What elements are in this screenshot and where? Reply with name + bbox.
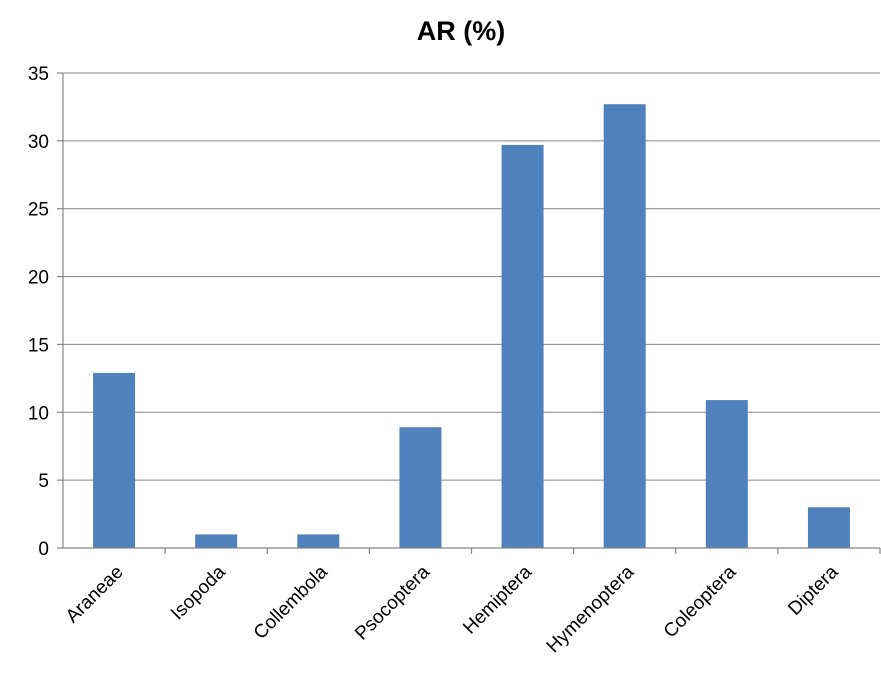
bar-isopoda [195,534,238,548]
bar-coleoptera [705,400,748,548]
bar-collembola [297,534,340,548]
y-tick-label: 15 [28,335,49,356]
y-tick-label: 0 [38,539,49,560]
y-tick-label: 5 [38,471,49,492]
y-tick-label: 35 [28,64,49,85]
axes [62,73,880,549]
x-category-label: Collembola [250,561,332,643]
x-category-label: Araneae [62,562,128,628]
x-axis-labels: Araneae Isopoda Collembola Psocoptera Hemipt… [62,548,881,657]
gridlines [63,72,880,481]
x-category-label: Psocoptera [351,561,434,644]
bar-hemiptera [501,144,544,548]
bar-hymenoptera [603,104,646,548]
y-tick-label: 20 [28,268,49,289]
bar-araneae [93,372,136,548]
x-category-label: Isopoda [167,561,230,624]
x-category-label: Hymenoptera [543,561,639,657]
x-category-label: Hemiptera [459,561,536,638]
y-tick-label: 25 [28,200,49,221]
x-category-label: Diptera [784,561,842,619]
x-category-label: Coleoptera [660,561,741,642]
bar-psocoptera [399,427,442,548]
y-tick-label: 30 [28,132,49,153]
bars [93,104,850,548]
y-tick-label: 10 [28,403,49,424]
y-axis-ticks: 0 5 10 15 20 25 30 35 [28,64,63,560]
bar-diptera [807,507,850,548]
chart-title: AR (%) [417,16,506,46]
